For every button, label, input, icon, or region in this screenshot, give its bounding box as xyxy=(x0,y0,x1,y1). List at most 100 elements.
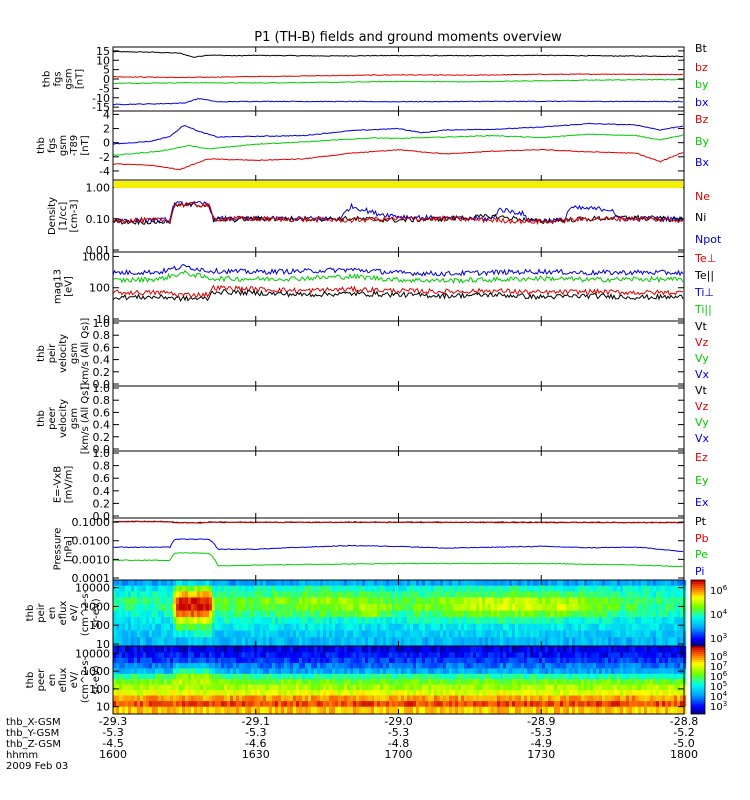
spectrogram-cell xyxy=(314,663,318,669)
spectrogram-cell xyxy=(344,623,348,631)
colorbar-cell xyxy=(691,684,705,687)
spectrogram-cell xyxy=(380,695,384,702)
spectrogram-cell xyxy=(137,663,141,669)
spectrogram-cell xyxy=(404,604,408,612)
colorbar-cell xyxy=(691,688,705,691)
spectrogram-cell xyxy=(323,637,327,647)
spectrogram-cell xyxy=(518,679,522,686)
spectrogram-cell xyxy=(638,585,642,592)
spectrogram-cell xyxy=(191,657,195,664)
spectrogram-cell xyxy=(629,630,633,638)
spectrogram-cell xyxy=(227,646,231,653)
spectrogram-cell xyxy=(425,610,429,618)
spectrogram-cell xyxy=(407,630,411,638)
spectrogram-cell xyxy=(338,668,342,675)
spectrogram-cell xyxy=(206,604,210,612)
spectrogram-cell xyxy=(365,630,369,638)
spectrogram-cell xyxy=(152,585,156,592)
spectrogram-cell xyxy=(353,617,357,625)
spectrogram-cell xyxy=(539,695,543,702)
spectrogram-cell xyxy=(194,690,198,696)
spectrogram-cell xyxy=(143,610,147,618)
colorbar-cell xyxy=(691,588,705,591)
spectrogram-cell xyxy=(533,668,537,675)
spectrogram-cell xyxy=(554,657,558,664)
spectrogram-cell xyxy=(482,695,486,702)
spectrogram-cell xyxy=(293,657,297,664)
spectrogram-cell xyxy=(479,673,483,680)
spectrogram-cell xyxy=(650,673,654,680)
spectrogram-cell xyxy=(560,695,564,702)
spectrogram-cell xyxy=(194,695,198,702)
spectrogram-cell xyxy=(494,604,498,612)
spectrogram-cell xyxy=(470,591,474,598)
colorbar-cell xyxy=(691,692,705,695)
spectrogram-cell xyxy=(485,673,489,680)
spectrogram-cell xyxy=(152,646,156,653)
spectrogram-cell xyxy=(500,673,504,680)
spectrogram-cell xyxy=(602,690,606,696)
spectrogram-cell xyxy=(389,591,393,598)
spectrogram-cell xyxy=(596,690,600,696)
spectrogram-cell xyxy=(560,604,564,612)
spectrogram-cell xyxy=(548,684,552,691)
spectrogram-cell xyxy=(527,695,531,702)
spectrogram-cell xyxy=(290,597,294,605)
spectrogram-cell xyxy=(278,679,282,686)
spectrogram-cell xyxy=(194,657,198,664)
spectrogram-cell xyxy=(461,652,465,659)
spectrogram-cell xyxy=(398,684,402,691)
spectrogram-cell xyxy=(401,623,405,631)
spectrogram-cell xyxy=(395,706,399,715)
spectrogram-cell xyxy=(512,630,516,638)
spectrogram-cell xyxy=(398,623,402,631)
spectrogram-cell xyxy=(614,646,618,653)
spectrogram-cell xyxy=(587,668,591,675)
spectrogram-cell xyxy=(239,646,243,653)
spectrogram-cell xyxy=(554,617,558,625)
spectrogram-cell xyxy=(440,580,444,587)
spectrogram-cell xyxy=(425,701,429,708)
spectrogram-cell xyxy=(569,610,573,618)
spectrogram-cell xyxy=(227,637,231,647)
spectrogram-cell xyxy=(413,591,417,598)
spectrogram-cell xyxy=(335,591,339,598)
spectrogram-cell xyxy=(494,597,498,605)
spectrogram-cell xyxy=(212,673,216,680)
spectrogram-cell xyxy=(185,597,189,605)
spectrogram-cell xyxy=(644,597,648,605)
spectrogram-cell xyxy=(215,610,219,618)
spectrogram-cell xyxy=(482,630,486,638)
spectrogram-cell xyxy=(488,668,492,675)
spectrogram-cell xyxy=(362,597,366,605)
spectrogram-cell xyxy=(272,690,276,696)
spectrogram-cell xyxy=(404,652,408,659)
spectrogram-cell xyxy=(404,679,408,686)
spectrogram-cell xyxy=(575,617,579,625)
spectrogram-cell xyxy=(497,663,501,669)
spectrogram-cell xyxy=(656,630,660,638)
spectrogram-cell xyxy=(509,591,513,598)
spectrogram-cell xyxy=(491,652,495,659)
spectrogram-cell xyxy=(365,646,369,653)
spectrogram-cell xyxy=(359,617,363,625)
spectrogram-cell xyxy=(437,663,441,669)
spectrogram-cell xyxy=(347,591,351,598)
spectrogram-cell xyxy=(140,657,144,664)
spectrogram-cell xyxy=(422,690,426,696)
spectrogram-cell xyxy=(503,604,507,612)
spectrogram-cell xyxy=(179,604,183,612)
spectrogram-cell xyxy=(464,617,468,625)
spectrogram-cell xyxy=(371,668,375,675)
spectrogram-cell xyxy=(209,623,213,631)
spectrogram-cell xyxy=(341,604,345,612)
spectrogram-cell xyxy=(362,695,366,702)
spectrogram-cell xyxy=(146,646,150,653)
spectrogram-cell xyxy=(494,695,498,702)
spectrogram-cell xyxy=(575,597,579,605)
spectrogram-cell xyxy=(413,617,417,625)
spectrogram-cell xyxy=(338,690,342,696)
spectrogram-cell xyxy=(122,695,126,702)
spectrogram-cell xyxy=(632,695,636,702)
spectrogram-cell xyxy=(149,695,153,702)
